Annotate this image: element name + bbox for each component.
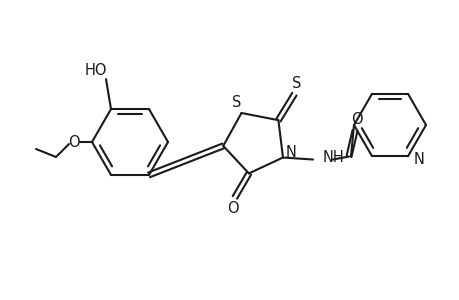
Text: S: S (231, 95, 241, 110)
Text: O: O (227, 201, 238, 216)
Text: N: N (413, 152, 424, 167)
Text: O: O (68, 134, 80, 149)
Text: NH: NH (322, 150, 344, 165)
Text: N: N (285, 145, 296, 160)
Text: O: O (350, 112, 362, 127)
Text: HO: HO (84, 63, 107, 78)
Text: S: S (291, 76, 301, 91)
